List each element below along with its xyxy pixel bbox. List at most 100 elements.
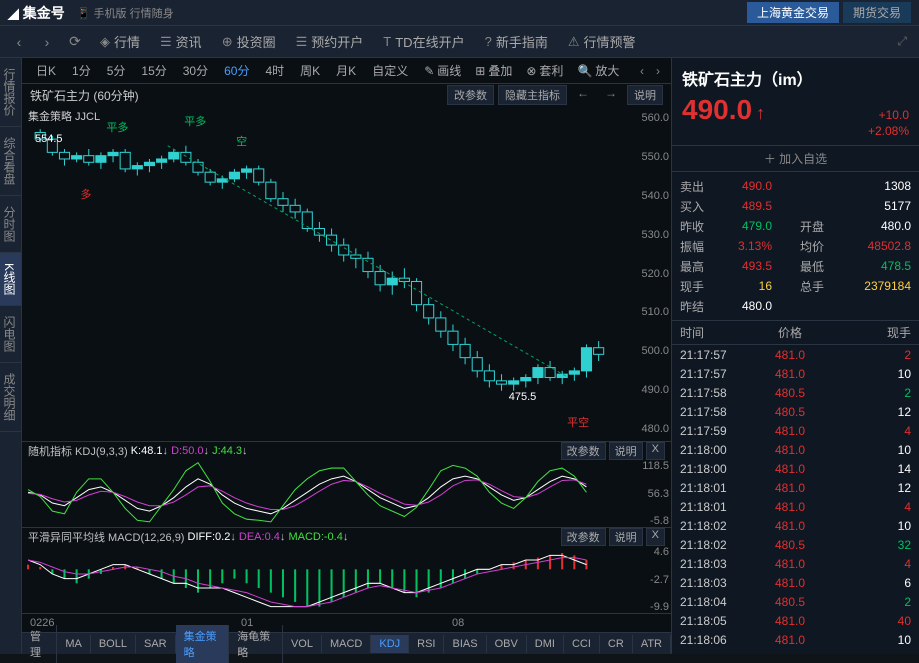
indicator-tab-VOL[interactable]: VOL [283,635,322,653]
quote-row: 昨结480.0 [680,296,911,316]
tick-row: 21:18:01481.04 [672,497,919,516]
kdj-close-button[interactable]: X [646,442,665,460]
add-favorite-button[interactable]: ＋ 加入自选 [672,145,919,172]
chart-next-icon[interactable]: → [599,85,623,105]
nav-item-3[interactable]: ☰预约开户 [286,26,374,58]
arb-tool[interactable]: ⊗ 套利 [520,62,569,79]
chart-title-row: 铁矿石主力 (60分钟) 改参数 隐藏主指标 ← → 说明 [22,84,671,106]
left-tab-1[interactable]: 综合看盘 [0,127,21,196]
scroll-left-icon[interactable]: ‹ [635,62,649,80]
nav-item-5[interactable]: ?新手指南 [475,26,558,58]
app-logo: ◢集金号 [8,3,65,23]
macd-dea-value: DEA:0.4 [239,531,280,543]
zoom-tool[interactable]: 🔍 放大 [571,62,625,79]
forward-icon[interactable]: › [34,29,60,55]
futures-button[interactable]: 期货交易 [843,2,911,23]
kdj-panel: 随机指标 KDJ(9,3,3) K:48.1↓ D:50.0↓ J:44.3↓ … [22,442,671,528]
expand-icon[interactable]: ⤢ [891,34,913,49]
left-tab-rail: 行情报价综合看盘分时图K线图闪电图成交明细 [0,58,22,654]
tick-row: 21:18:04480.52 [672,592,919,611]
hide-indicator-button[interactable]: 隐藏主指标 [498,85,567,105]
quote-row: 昨收479.0开盘480.0 [680,216,911,236]
instrument-name: 铁矿石主力（im） [672,58,919,94]
timeframe-4时[interactable]: 4时 [257,59,292,82]
nav-item-0[interactable]: ◈行情 [90,26,150,58]
tick-row: 21:17:58480.512 [672,402,919,421]
kdj-help-button[interactable]: 说明 [609,442,643,460]
indicator-tab-海龟策略[interactable]: 海龟策略 [229,625,283,663]
macd-close-button[interactable]: X [646,528,665,546]
kdj-title: 随机指标 KDJ(9,3,3) [28,443,128,459]
indicator-tab-SAR[interactable]: SAR [136,635,176,653]
help-button[interactable]: 说明 [627,85,663,105]
kdj-params-button[interactable]: 改参数 [561,442,606,460]
price-change: +10.0+2.08% [868,108,909,139]
indicator-tabs: 管理MABOLLSAR集金策略海龟策略VOLMACDKDJRSIBIASOBVD… [22,632,671,654]
macd-help-button[interactable]: 说明 [609,528,643,546]
nav-item-1[interactable]: ☰资讯 [150,26,212,58]
left-tab-5[interactable]: 成交明细 [0,363,21,432]
left-tab-4[interactable]: 闪电图 [0,306,21,363]
timeframe-月K[interactable]: 月K [328,59,364,82]
tick-row: 21:18:03481.04 [672,554,919,573]
chart-title: 铁矿石主力 (60分钟) [30,87,139,104]
indicator-tab-集金策略[interactable]: 集金策略 [176,625,230,663]
timeframe-30分[interactable]: 30分 [175,59,216,82]
timeframe-1分[interactable]: 1分 [64,59,99,82]
indicator-tab-DMI[interactable]: DMI [527,635,564,653]
price-up-icon: ↑ [756,103,765,124]
left-tab-3[interactable]: K线图 [0,253,21,306]
scroll-right-icon[interactable]: › [651,62,665,80]
main-kline-chart[interactable]: 集金策略 JJCL 560.0550.0540.0530.0520.0510.0… [22,106,671,442]
tick-row: 21:18:05481.040 [672,611,919,630]
timeframe-bar: 日K1分5分15分30分60分4时周K月K自定义 ✎ 画线 ⊞ 叠加 ⊗ 套利 … [22,58,671,84]
timeframe-5分[interactable]: 5分 [99,59,134,82]
macd-macd-value: MACD:-0.4 [288,531,342,543]
quote-row: 最高493.5最低478.5 [680,256,911,276]
params-button[interactable]: 改参数 [447,85,494,105]
chart-annotation: 平空 [567,414,589,430]
indicator-tab-RSI[interactable]: RSI [409,635,444,653]
indicator-tab-BIAS[interactable]: BIAS [444,635,486,653]
indicator-tab-BOLL[interactable]: BOLL [91,635,136,653]
last-price: 490.0 [682,94,752,126]
indicator-tab-CCI[interactable]: CCI [564,635,600,653]
timeframe-60分[interactable]: 60分 [216,59,257,82]
tick-table-header: 时间 价格 现手 [672,321,919,345]
shanghai-gold-button[interactable]: 上海黄金交易 [747,2,839,23]
refresh-icon[interactable]: ⟳ [62,29,88,55]
macd-params-button[interactable]: 改参数 [561,528,606,546]
timeframe-自定义[interactable]: 自定义 [364,59,416,82]
nav-bar: ‹ › ⟳ ◈行情☰资讯⊕投资圈☰预约开户TTD在线开户?新手指南⚠行情预警 ⤢ [0,26,919,58]
timeframe-周K[interactable]: 周K [292,59,328,82]
nav-item-2[interactable]: ⊕投资圈 [212,26,286,58]
overlay-tool[interactable]: ⊞ 叠加 [469,62,518,79]
nav-item-6[interactable]: ⚠行情预警 [558,26,646,58]
tick-row: 21:17:57481.02 [672,345,919,364]
indicator-tab-管理[interactable]: 管理 [22,625,57,663]
nav-item-4[interactable]: TTD在线开户 [373,26,474,58]
kdj-j-value: J:44.3 [212,445,242,457]
indicator-tab-CR[interactable]: CR [600,635,633,653]
tick-row: 21:17:57481.010 [672,364,919,383]
indicator-tab-MACD[interactable]: MACD [322,635,371,653]
draw-tool[interactable]: ✎ 画线 [418,62,467,79]
quote-row: 卖出490.01308 [680,176,911,196]
kdj-d-value: D:50.0 [171,445,203,457]
tick-row: 21:18:00481.010 [672,440,919,459]
back-icon[interactable]: ‹ [6,29,32,55]
time-axis: 02260108 [22,614,671,632]
indicator-tab-KDJ[interactable]: KDJ [371,635,409,653]
timeframe-日K[interactable]: 日K [28,59,64,82]
tick-table[interactable]: 21:17:57481.0221:17:57481.010 21:17:58480… [672,345,919,654]
left-tab-2[interactable]: 分时图 [0,196,21,253]
left-tab-0[interactable]: 行情报价 [0,58,21,127]
macd-svg [22,546,629,616]
indicator-tab-ATR[interactable]: ATR [633,635,671,653]
tick-row: 21:18:06481.010 [672,630,919,649]
timeframe-15分[interactable]: 15分 [133,59,174,82]
kdj-svg [22,460,629,530]
chart-prev-icon[interactable]: ← [571,85,595,105]
indicator-tab-OBV[interactable]: OBV [487,635,527,653]
indicator-tab-MA[interactable]: MA [57,635,91,653]
